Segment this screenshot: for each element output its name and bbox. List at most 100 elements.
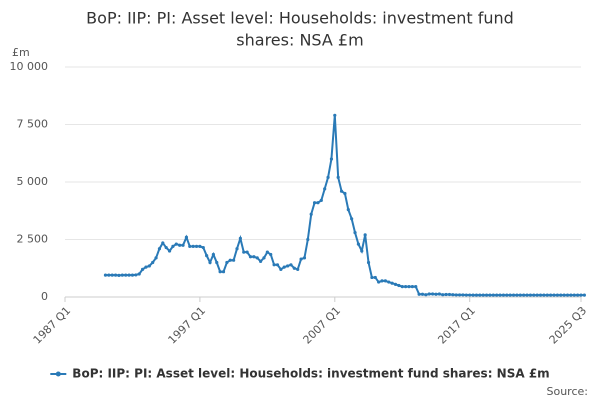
data-point — [377, 280, 381, 284]
data-point — [468, 293, 472, 297]
data-point — [167, 249, 172, 253]
data-point — [569, 293, 573, 297]
data-point — [370, 275, 374, 280]
data-point — [474, 293, 479, 297]
data-point — [410, 285, 414, 289]
data-point — [505, 293, 509, 297]
y-tick-label: 0 — [41, 290, 48, 303]
data-point — [245, 250, 249, 254]
x-tick-label: 1987 Q1 — [31, 304, 74, 347]
data-point — [559, 293, 563, 297]
data-point — [508, 293, 512, 297]
data-point — [545, 293, 549, 297]
data-point — [292, 266, 296, 270]
legend-label: BoP: IIP: PI: Asset level: Households: i… — [72, 367, 549, 381]
data-point — [181, 243, 185, 247]
data-point — [316, 201, 320, 205]
data-point — [356, 242, 361, 246]
chart-title: BoP: IIP: PI: Asset level: Households: i… — [86, 9, 514, 28]
data-point — [140, 267, 145, 271]
data-point — [194, 244, 199, 248]
data-point — [538, 293, 543, 297]
data-point — [161, 241, 165, 245]
data-point — [400, 285, 404, 289]
data-point — [289, 263, 293, 267]
data-point — [215, 260, 219, 265]
x-tick-label: 2025 Q3 — [547, 304, 590, 347]
data-point — [464, 293, 468, 297]
data-point — [269, 252, 273, 257]
data-point — [397, 283, 401, 288]
data-point — [350, 217, 354, 221]
data-point — [525, 293, 529, 297]
data-point — [228, 258, 232, 262]
data-point — [265, 250, 269, 254]
data-point — [259, 259, 263, 263]
data-point — [380, 279, 384, 283]
y-tick-label: 7 500 — [17, 118, 49, 131]
data-point — [565, 293, 570, 297]
data-point — [154, 256, 158, 260]
data-point — [232, 258, 236, 262]
data-point — [235, 247, 239, 251]
data-point — [346, 208, 350, 212]
data-point — [542, 293, 546, 297]
data-point — [255, 256, 259, 260]
data-point — [113, 273, 118, 277]
data-point — [373, 275, 377, 280]
data-point — [205, 254, 209, 258]
data-point — [353, 231, 357, 235]
data-point — [501, 293, 506, 297]
data-point — [296, 267, 300, 271]
data-point — [302, 256, 307, 260]
data-point — [333, 113, 337, 117]
data-point — [454, 293, 458, 297]
data-point — [471, 293, 475, 297]
data-point — [515, 293, 519, 297]
data-point — [484, 293, 489, 297]
data-point — [117, 273, 121, 277]
data-point — [238, 236, 242, 240]
data-point — [414, 285, 418, 289]
data-point — [447, 292, 452, 297]
chart-title: shares: NSA £m — [236, 31, 363, 50]
data-point — [178, 243, 182, 247]
data-point — [198, 244, 202, 248]
data-point — [444, 292, 448, 297]
data-point — [248, 255, 253, 259]
data-point — [184, 235, 189, 239]
data-point — [478, 293, 482, 297]
data-point — [147, 264, 151, 268]
data-point — [329, 157, 334, 161]
data-point — [306, 237, 310, 242]
data-point — [262, 256, 266, 260]
data-point — [323, 187, 327, 191]
data-point — [387, 280, 391, 284]
data-point — [285, 264, 290, 268]
data-point — [434, 292, 438, 296]
legend-swatch-dot — [55, 371, 61, 377]
data-point — [552, 293, 556, 297]
data-point — [242, 250, 246, 254]
data-point — [451, 293, 455, 297]
x-tick-label: 2007 Q1 — [301, 304, 344, 347]
data-point — [461, 293, 465, 297]
data-point — [437, 292, 441, 296]
data-point — [488, 293, 492, 297]
data-point — [188, 244, 192, 248]
x-tick-label: 2017 Q1 — [435, 304, 478, 347]
data-point — [363, 233, 367, 237]
source: Source: — [547, 385, 589, 398]
data-point — [225, 260, 229, 265]
data-point — [120, 273, 124, 277]
data-point — [532, 293, 536, 297]
data-point — [309, 212, 313, 216]
data-point — [555, 293, 559, 297]
data-point — [576, 293, 580, 297]
data-point — [208, 260, 212, 265]
data-point — [201, 245, 205, 250]
y-tick-label: 2 500 — [17, 233, 49, 246]
data-point — [424, 293, 428, 297]
